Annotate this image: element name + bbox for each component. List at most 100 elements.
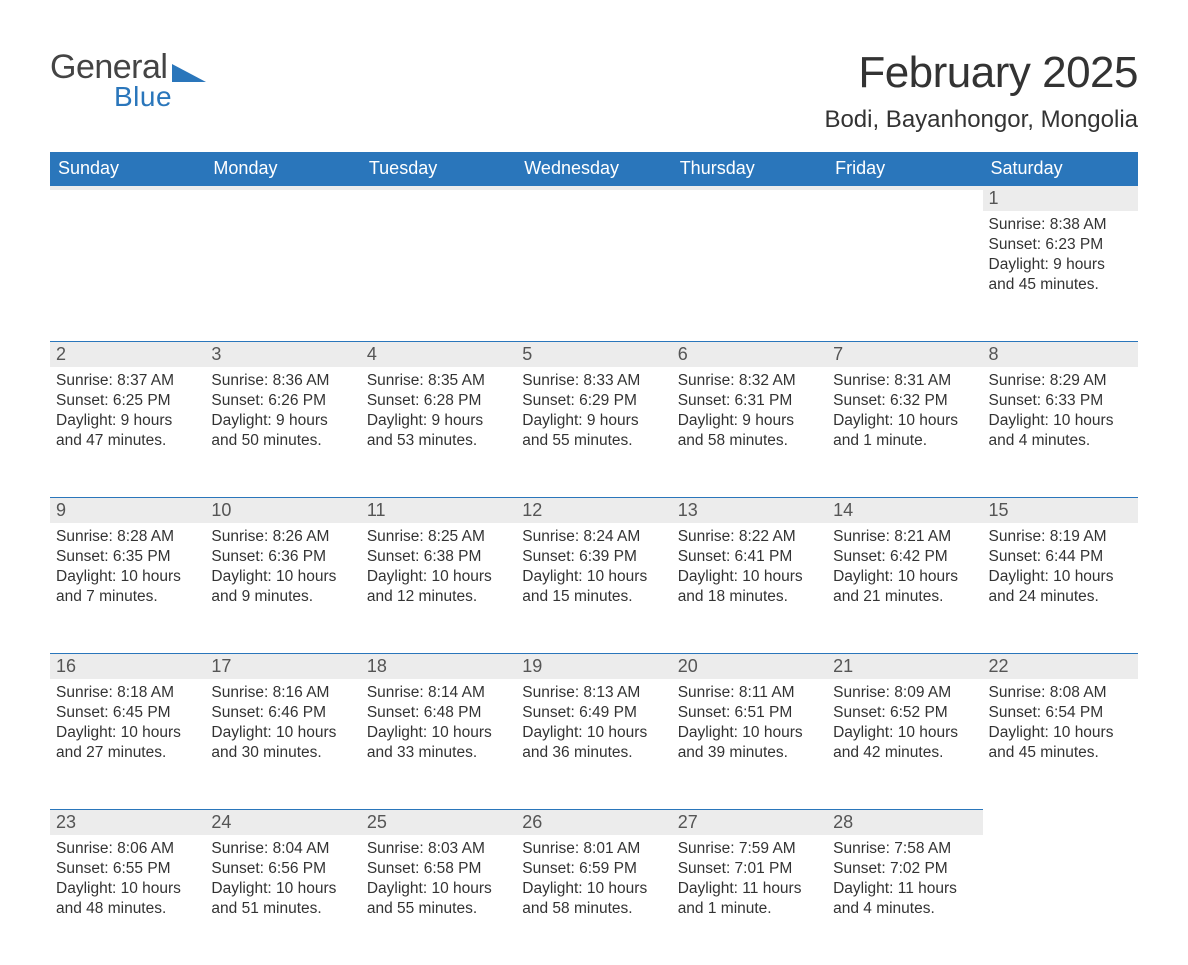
day-number: 23	[50, 809, 205, 835]
day-cell: Sunrise: 8:35 AMSunset: 6:28 PMDaylight:…	[361, 367, 516, 468]
dl1-text: Daylight: 10 hours	[56, 879, 199, 899]
day-number: 1	[983, 185, 1138, 211]
dl1-text: Daylight: 11 hours	[833, 879, 976, 899]
sunset-text: Sunset: 6:56 PM	[211, 859, 354, 879]
day-cell: Sunrise: 8:37 AMSunset: 6:25 PMDaylight:…	[50, 367, 205, 468]
sunset-text: Sunset: 6:42 PM	[833, 547, 976, 567]
sunset-text: Sunset: 6:25 PM	[56, 391, 199, 411]
day-cell: Sunrise: 8:21 AMSunset: 6:42 PMDaylight:…	[827, 523, 982, 624]
sunrise-text: Sunrise: 7:58 AM	[833, 839, 976, 859]
dl2-text: and 21 minutes.	[833, 587, 976, 607]
sunset-text: Sunset: 6:32 PM	[833, 391, 976, 411]
sunrise-text: Sunrise: 8:09 AM	[833, 683, 976, 703]
day-cell: Sunrise: 7:58 AMSunset: 7:02 PMDaylight:…	[827, 835, 982, 936]
dl2-text: and 47 minutes.	[56, 431, 199, 451]
dl1-text: Daylight: 10 hours	[989, 567, 1132, 587]
sunset-text: Sunset: 6:48 PM	[367, 703, 510, 723]
dl2-text: and 9 minutes.	[211, 587, 354, 607]
day-number: 3	[205, 341, 360, 367]
dl1-text: Daylight: 10 hours	[522, 879, 665, 899]
day-cell: Sunrise: 8:28 AMSunset: 6:35 PMDaylight:…	[50, 523, 205, 624]
calendar-table: Sunday Monday Tuesday Wednesday Thursday…	[50, 152, 1138, 965]
dl2-text: and 4 minutes.	[833, 899, 976, 919]
day-cell: Sunrise: 8:29 AMSunset: 6:33 PMDaylight:…	[983, 367, 1138, 468]
sunset-text: Sunset: 6:59 PM	[522, 859, 665, 879]
day-number: 9	[50, 497, 205, 523]
day-number: 19	[516, 653, 671, 679]
dl2-text: and 4 minutes.	[989, 431, 1132, 451]
sunset-text: Sunset: 6:33 PM	[989, 391, 1132, 411]
dl1-text: Daylight: 10 hours	[367, 567, 510, 587]
dl2-text: and 7 minutes.	[56, 587, 199, 607]
sunset-text: Sunset: 6:44 PM	[989, 547, 1132, 567]
day-number	[50, 185, 205, 190]
day-cell: Sunrise: 8:06 AMSunset: 6:55 PMDaylight:…	[50, 835, 205, 936]
day-number: 12	[516, 497, 671, 523]
sunset-text: Sunset: 6:23 PM	[989, 235, 1132, 255]
sunset-text: Sunset: 6:41 PM	[678, 547, 821, 567]
weekday-header: Thursday	[672, 152, 827, 185]
day-number: 25	[361, 809, 516, 835]
sunrise-text: Sunrise: 8:06 AM	[56, 839, 199, 859]
day-number	[516, 185, 671, 190]
dl2-text: and 36 minutes.	[522, 743, 665, 763]
sunrise-text: Sunrise: 8:01 AM	[522, 839, 665, 859]
dl1-text: Daylight: 10 hours	[522, 723, 665, 743]
dl2-text: and 30 minutes.	[211, 743, 354, 763]
sunset-text: Sunset: 6:51 PM	[678, 703, 821, 723]
sunset-text: Sunset: 6:35 PM	[56, 547, 199, 567]
sunrise-text: Sunrise: 8:25 AM	[367, 527, 510, 547]
day-number	[983, 809, 1138, 813]
day-cell: Sunrise: 8:08 AMSunset: 6:54 PMDaylight:…	[983, 679, 1138, 780]
sunset-text: Sunset: 6:58 PM	[367, 859, 510, 879]
sunset-text: Sunset: 6:28 PM	[367, 391, 510, 411]
day-number	[361, 185, 516, 190]
sunset-text: Sunset: 7:02 PM	[833, 859, 976, 879]
day-cell: Sunrise: 8:14 AMSunset: 6:48 PMDaylight:…	[361, 679, 516, 780]
sunrise-text: Sunrise: 8:31 AM	[833, 371, 976, 391]
dl2-text: and 55 minutes.	[367, 899, 510, 919]
sunrise-text: Sunrise: 8:13 AM	[522, 683, 665, 703]
dl1-text: Daylight: 10 hours	[211, 723, 354, 743]
dl1-text: Daylight: 10 hours	[678, 723, 821, 743]
sunset-text: Sunset: 6:38 PM	[367, 547, 510, 567]
dl2-text: and 33 minutes.	[367, 743, 510, 763]
sunrise-text: Sunrise: 8:22 AM	[678, 527, 821, 547]
day-number: 21	[827, 653, 982, 679]
day-number	[827, 185, 982, 190]
day-number: 22	[983, 653, 1138, 679]
day-cell: Sunrise: 8:04 AMSunset: 6:56 PMDaylight:…	[205, 835, 360, 936]
day-number: 27	[672, 809, 827, 835]
sunrise-text: Sunrise: 7:59 AM	[678, 839, 821, 859]
dl2-text: and 55 minutes.	[522, 431, 665, 451]
sunset-text: Sunset: 6:39 PM	[522, 547, 665, 567]
sunrise-text: Sunrise: 8:04 AM	[211, 839, 354, 859]
dl1-text: Daylight: 10 hours	[522, 567, 665, 587]
sunset-text: Sunset: 6:52 PM	[833, 703, 976, 723]
calendar-body: 1Sunrise: 8:38 AMSunset: 6:23 PMDaylight…	[50, 185, 1138, 965]
dl1-text: Daylight: 10 hours	[211, 879, 354, 899]
weekday-header: Monday	[205, 152, 360, 185]
dl2-text: and 53 minutes.	[367, 431, 510, 451]
month-title: February 2025	[824, 48, 1138, 98]
day-cell: Sunrise: 8:13 AMSunset: 6:49 PMDaylight:…	[516, 679, 671, 780]
dl1-text: Daylight: 10 hours	[833, 411, 976, 431]
dl1-text: Daylight: 9 hours	[522, 411, 665, 431]
dl2-text: and 24 minutes.	[989, 587, 1132, 607]
day-number: 16	[50, 653, 205, 679]
day-number: 4	[361, 341, 516, 367]
day-number: 6	[672, 341, 827, 367]
sunset-text: Sunset: 7:01 PM	[678, 859, 821, 879]
dl1-text: Daylight: 10 hours	[56, 567, 199, 587]
header: General Blue February 2025 Bodi, Bayanho…	[50, 48, 1138, 134]
dl1-text: Daylight: 10 hours	[367, 723, 510, 743]
dl1-text: Daylight: 10 hours	[833, 567, 976, 587]
day-cell: Sunrise: 8:19 AMSunset: 6:44 PMDaylight:…	[983, 523, 1138, 624]
dl1-text: Daylight: 9 hours	[989, 255, 1132, 275]
dl2-text: and 58 minutes.	[522, 899, 665, 919]
sunset-text: Sunset: 6:26 PM	[211, 391, 354, 411]
sunrise-text: Sunrise: 8:29 AM	[989, 371, 1132, 391]
dl1-text: Daylight: 10 hours	[678, 567, 821, 587]
day-number: 5	[516, 341, 671, 367]
sunset-text: Sunset: 6:49 PM	[522, 703, 665, 723]
